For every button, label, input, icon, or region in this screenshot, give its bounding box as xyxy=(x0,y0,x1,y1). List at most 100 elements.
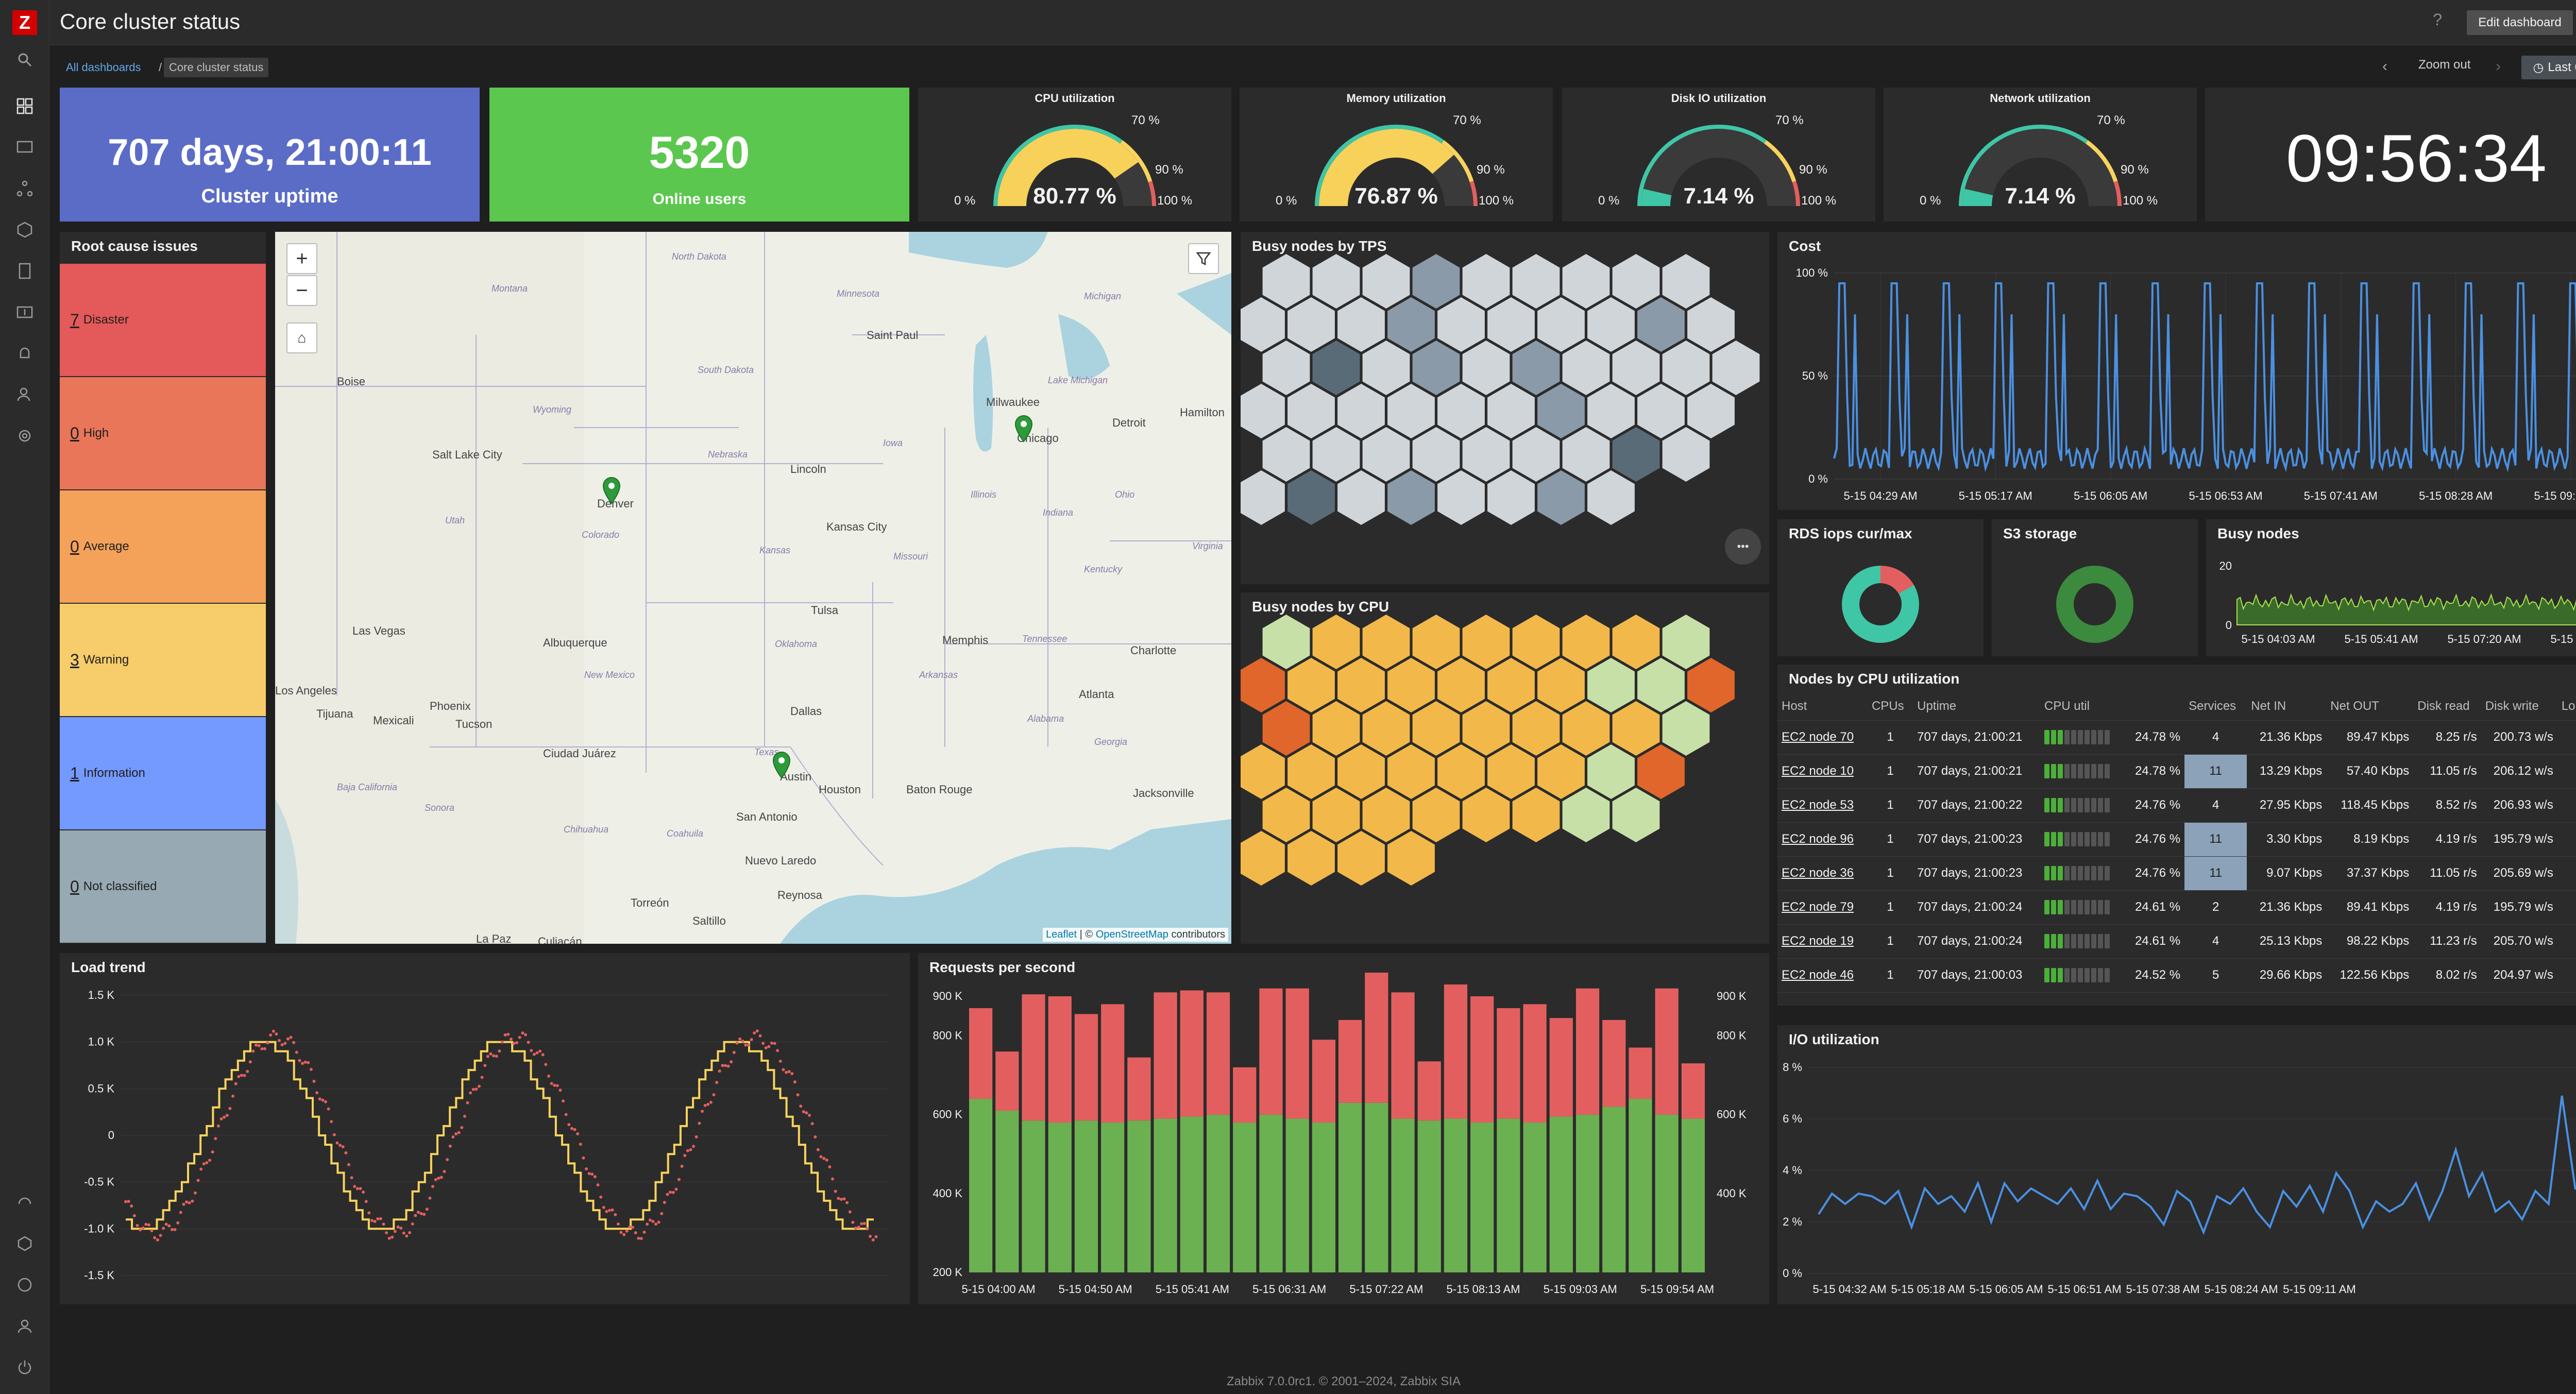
host-link[interactable]: EC2 node 96 xyxy=(1777,822,1868,857)
map-marker-chicago[interactable] xyxy=(1013,415,1034,443)
support-icon[interactable] xyxy=(15,1193,34,1212)
host-link[interactable]: EC2 node 70 xyxy=(1777,720,1868,755)
data-collection-icon[interactable] xyxy=(15,303,34,321)
hex-cell xyxy=(1262,341,1310,395)
help-icon[interactable] xyxy=(15,1276,34,1294)
rps-bar-red xyxy=(1259,988,1283,1115)
reports-icon[interactable] xyxy=(15,262,34,280)
severity-row[interactable]: 7 Disaster xyxy=(60,264,266,376)
dashboard-icon[interactable] xyxy=(15,97,34,115)
zoom-out-button[interactable]: Zoom out xyxy=(2418,58,2471,72)
honeycomb-cpu[interactable] xyxy=(1241,592,1769,944)
rds-pie[interactable] xyxy=(1777,519,1984,656)
severity-row[interactable]: 0 Average xyxy=(60,490,266,603)
hex-cell xyxy=(1387,744,1435,799)
root-cause-title: Root cause issues xyxy=(71,238,198,254)
filter-icon[interactable] xyxy=(1188,243,1219,274)
chevron-right-icon[interactable]: › xyxy=(2496,58,2501,75)
severity-count[interactable]: 0 xyxy=(70,423,79,443)
host-link[interactable]: EC2 node 36 xyxy=(1777,856,1868,891)
chevron-left-icon[interactable]: ‹ xyxy=(2382,58,2387,75)
rps-graph[interactable]: 900 K 800 K 600 K 400 K 200 K 900 K 800 K 600 K… xyxy=(918,953,1769,1304)
sign-out-icon[interactable] xyxy=(15,1358,34,1376)
help-icon[interactable]: ? xyxy=(2433,10,2442,29)
severity-row[interactable]: 0 High xyxy=(60,377,266,489)
breadcrumb-current[interactable]: Core cluster status xyxy=(164,58,269,77)
severity-row[interactable]: 1 Information xyxy=(60,717,266,829)
map-city-label: Albuquerque xyxy=(543,636,607,649)
host-link[interactable]: EC2 node 10 xyxy=(1777,754,1868,789)
host-link[interactable]: EC2 node 46 xyxy=(1777,958,1868,993)
severity-count[interactable]: 7 xyxy=(70,310,79,329)
load-scatter-point xyxy=(677,1178,681,1181)
net-out-cell: 122.56 Kbps xyxy=(2326,958,2414,993)
osm-link[interactable]: OpenStreetMap xyxy=(1095,929,1168,940)
io-graph[interactable]: 8 % 6 % 4 % 2 % 0 % 5-15 04:32 AM 5-15 05:18 A… xyxy=(1777,1025,2576,1304)
services-icon[interactable] xyxy=(15,179,34,198)
s3-pie[interactable] xyxy=(1992,519,2198,656)
integrations-icon[interactable] xyxy=(15,1234,34,1253)
hex-cell xyxy=(1287,831,1335,886)
zoom-out-map-button[interactable]: − xyxy=(286,275,317,306)
load-scatter-point xyxy=(764,1046,768,1049)
severity-count[interactable]: 3 xyxy=(70,650,79,669)
host-link[interactable]: EC2 node 19 xyxy=(1777,924,1868,959)
load-scatter-point xyxy=(862,1222,866,1225)
severity-count[interactable]: 0 xyxy=(70,877,79,896)
hex-cell xyxy=(1387,658,1435,712)
column-header[interactable]: Disk write xyxy=(2481,692,2557,721)
column-header[interactable]: Services xyxy=(2184,692,2247,721)
column-header[interactable]: Uptime xyxy=(1913,692,2040,721)
busy-nodes-graph[interactable]: 20 0 5-15 04:03 AM 5-15 05:41 AM 5-15 07:20 … xyxy=(2206,519,2576,656)
breadcrumb-separator: / xyxy=(159,61,162,74)
column-header[interactable]: Host xyxy=(1777,692,1868,721)
column-header[interactable]: Longitude xyxy=(2557,692,2576,721)
load-scatter-point xyxy=(555,1084,559,1087)
column-header[interactable]: CPUs xyxy=(1867,692,1913,721)
time-range-button[interactable]: ◷ Last 6 hours xyxy=(2521,56,2576,79)
zabbix-logo[interactable]: Z xyxy=(12,10,37,35)
inventory-icon[interactable] xyxy=(15,220,34,239)
search-icon[interactable] xyxy=(15,50,34,69)
user-settings-icon[interactable] xyxy=(15,1317,34,1335)
s3-title: S3 storage xyxy=(2003,525,2077,541)
load-scatter-point xyxy=(599,1195,603,1199)
column-header[interactable]: Net IN xyxy=(2247,692,2327,721)
axis-tick-label: 5-15 07:38 AM xyxy=(2126,1283,2199,1296)
zoom-in-button[interactable]: + xyxy=(286,243,317,274)
geomap-widget[interactable]: Boise Salt Lake City Denver Albuquerque Phoe… xyxy=(275,232,1231,944)
administration-icon[interactable] xyxy=(15,427,34,445)
load-trend-graph[interactable]: 1.5 K 1.0 K 0.5 K 0 -0.5 K -1.0 K -1.5 K xyxy=(60,953,910,1304)
severity-row[interactable]: 3 Warning xyxy=(60,604,266,716)
host-link[interactable]: EC2 node 79 xyxy=(1777,890,1868,925)
column-header[interactable]: Disk read xyxy=(2413,692,2481,721)
honeycomb-tps[interactable] xyxy=(1241,232,1769,584)
load-scatter-point xyxy=(448,1144,452,1148)
monitoring-icon[interactable] xyxy=(15,138,34,157)
load-scatter-point xyxy=(579,1143,582,1146)
map-city-label: Culiacán xyxy=(538,935,582,944)
column-header[interactable] xyxy=(2124,692,2185,721)
home-icon[interactable]: ⌂ xyxy=(286,322,317,353)
map-marker-austin[interactable] xyxy=(771,751,792,779)
host-link[interactable]: EC2 node 53 xyxy=(1777,788,1868,823)
breadcrumb-all-dashboards[interactable]: All dashboards xyxy=(66,61,141,74)
column-header[interactable]: Net OUT xyxy=(2326,692,2414,721)
severity-count[interactable]: 0 xyxy=(70,537,79,556)
more-options-icon[interactable]: ••• xyxy=(1725,529,1761,565)
load-scatter-point xyxy=(521,1031,524,1035)
severity-row[interactable]: 0 Not classified xyxy=(60,830,266,943)
map-marker-denver[interactable] xyxy=(601,477,622,504)
gauge-arc xyxy=(1637,125,1800,207)
leaflet-link[interactable]: Leaflet xyxy=(1046,929,1077,940)
net-out-cell: 8.19 Kbps xyxy=(2326,822,2414,857)
column-header[interactable]: CPU util xyxy=(2040,692,2125,721)
users-icon[interactable] xyxy=(15,385,34,404)
alerts-icon[interactable] xyxy=(15,344,34,363)
edit-dashboard-button[interactable]: Edit dashboard xyxy=(2467,10,2573,35)
load-scatter-point xyxy=(489,1052,493,1056)
severity-count[interactable]: 1 xyxy=(70,763,79,783)
hex-cell xyxy=(1241,658,1285,712)
cost-graph[interactable]: 100 % 50 % 0 % 5-15 04:29 AM 5-15 05:17 AM 5-… xyxy=(1777,232,2576,510)
load-scatter-point xyxy=(509,1038,513,1041)
